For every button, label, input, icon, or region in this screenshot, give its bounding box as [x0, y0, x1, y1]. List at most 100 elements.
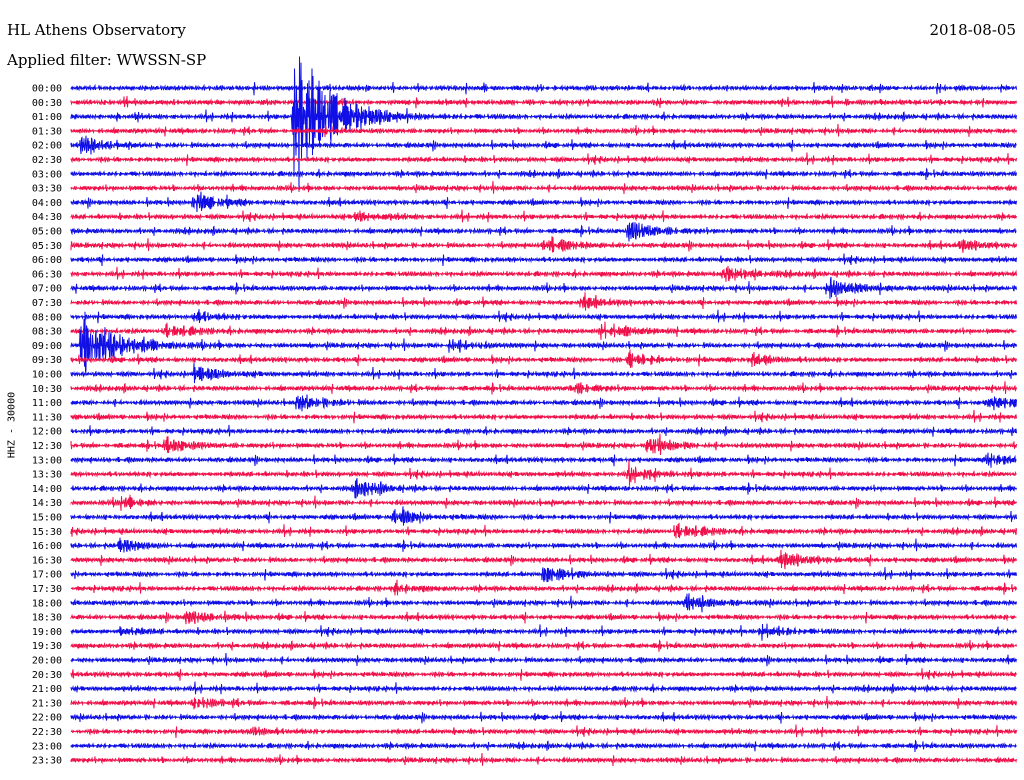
seismic-trace	[70, 409, 1017, 424]
trace-time-label: 06:00	[32, 255, 62, 266]
seismic-trace	[70, 152, 1017, 166]
trace-time-label: 22:30	[32, 727, 62, 738]
trace-time-label: 01:30	[32, 126, 62, 137]
seismic-trace	[70, 668, 1017, 681]
trace-time-label: 16:30	[32, 555, 62, 566]
seismic-trace	[70, 549, 1017, 570]
trace-time-label: 05:30	[32, 241, 62, 252]
trace-time-label: 09:00	[32, 341, 62, 352]
seismic-trace	[71, 579, 1017, 596]
trace-time-label: 10:00	[32, 370, 62, 381]
trace-time-label: 18:30	[32, 613, 62, 624]
trace-time-label: 07:30	[32, 298, 62, 309]
seismic-trace	[70, 123, 1017, 138]
seismic-trace	[70, 222, 1017, 242]
seismic-trace	[70, 681, 1017, 695]
seismic-traces	[70, 56, 1017, 767]
trace-time-label: 00:00	[32, 84, 62, 95]
seismic-trace	[70, 593, 1017, 613]
seismic-trace	[70, 639, 1017, 652]
seismic-trace	[70, 711, 1017, 724]
trace-time-label: 11:30	[32, 412, 62, 423]
seismic-trace	[70, 424, 1017, 437]
trace-time-label: 02:30	[32, 155, 62, 166]
trace-time-label: 12:30	[32, 441, 62, 452]
seismic-trace	[70, 167, 1017, 181]
seismic-trace	[70, 394, 1017, 412]
trace-time-label: 21:00	[32, 684, 62, 695]
trace-time-label: 04:30	[32, 212, 62, 223]
seismic-trace	[70, 81, 1017, 96]
seismic-trace	[70, 265, 1017, 282]
trace-time-label: 20:30	[32, 670, 62, 681]
trace-time-label: 07:00	[32, 284, 62, 295]
trace-time-label: 22:00	[32, 713, 62, 724]
seismic-trace	[70, 459, 1017, 486]
seismic-trace	[70, 522, 1017, 539]
seismic-trace	[70, 253, 1017, 267]
seismic-trace	[70, 695, 1017, 710]
seismic-trace	[70, 381, 1017, 395]
tick-labels: 00:00 00:30 01:00 01:30 02:00 02:30 03:00 03:30…	[32, 84, 62, 767]
trace-time-label: 13:00	[32, 455, 62, 466]
seismic-trace	[70, 623, 1017, 641]
trace-time-label: 04:00	[32, 198, 62, 209]
trace-time-label: 09:30	[32, 355, 62, 366]
seismic-trace	[70, 494, 1017, 511]
trace-time-label: 17:00	[32, 570, 62, 581]
seismic-trace	[70, 610, 1017, 625]
trace-time-label: 05:00	[32, 227, 62, 238]
seismic-trace	[70, 95, 1017, 109]
trace-time-label: 02:00	[32, 141, 62, 152]
seismic-trace	[70, 567, 1017, 583]
seismic-trace	[70, 309, 1017, 324]
trace-time-label: 17:30	[32, 584, 62, 595]
trace-time-label: 13:30	[32, 470, 62, 481]
seismic-trace	[70, 209, 1017, 223]
seismic-trace	[70, 135, 1017, 155]
trace-time-label: 06:30	[32, 269, 62, 280]
trace-time-label: 03:00	[32, 169, 62, 180]
trace-time-label: 08:00	[32, 312, 62, 323]
seismic-trace	[70, 292, 1017, 311]
seismic-trace	[70, 452, 1017, 468]
trace-time-label: 03:30	[32, 184, 62, 195]
seismic-trace	[70, 433, 1017, 456]
trace-time-label: 18:00	[32, 598, 62, 609]
trace-time-label: 20:00	[32, 656, 62, 667]
seismic-trace	[70, 236, 1017, 253]
trace-time-label: 23:30	[32, 756, 62, 767]
seismic-trace	[70, 349, 1017, 368]
seismic-trace	[70, 753, 1017, 767]
trace-time-label: 12:00	[32, 427, 62, 438]
trace-time-label: 10:30	[32, 384, 62, 395]
seismic-trace	[70, 191, 1017, 213]
seismic-trace	[70, 652, 1017, 667]
seismic-trace	[70, 311, 1017, 373]
trace-time-label: 19:30	[32, 641, 62, 652]
trace-time-label: 11:00	[32, 398, 62, 409]
seismic-trace	[70, 181, 1017, 195]
trace-time-label: 15:30	[32, 527, 62, 538]
trace-time-label: 23:00	[32, 741, 62, 752]
trace-time-label: 14:30	[32, 498, 62, 509]
trace-time-label: 21:30	[32, 698, 62, 709]
seismic-trace	[70, 478, 1017, 499]
seismic-trace	[70, 56, 1017, 192]
seismic-trace	[70, 276, 1017, 299]
seismic-trace	[70, 537, 1017, 553]
station-title: HL Athens Observatory	[7, 21, 186, 39]
date-label: 2018-08-05	[929, 21, 1016, 39]
trace-time-label: 19:00	[32, 627, 62, 638]
seismic-trace	[71, 724, 1017, 738]
trace-time-label: 08:30	[32, 327, 62, 338]
trace-time-label: 14:00	[32, 484, 62, 495]
seismic-trace	[70, 321, 1017, 340]
seismic-trace	[70, 739, 1017, 753]
trace-time-label: 15:00	[32, 513, 62, 524]
filter-label: Applied filter: WWSSN-SP	[7, 51, 207, 69]
seismic-trace	[70, 362, 1017, 384]
seismic-trace	[70, 506, 1017, 526]
trace-time-label: 00:30	[32, 98, 62, 109]
